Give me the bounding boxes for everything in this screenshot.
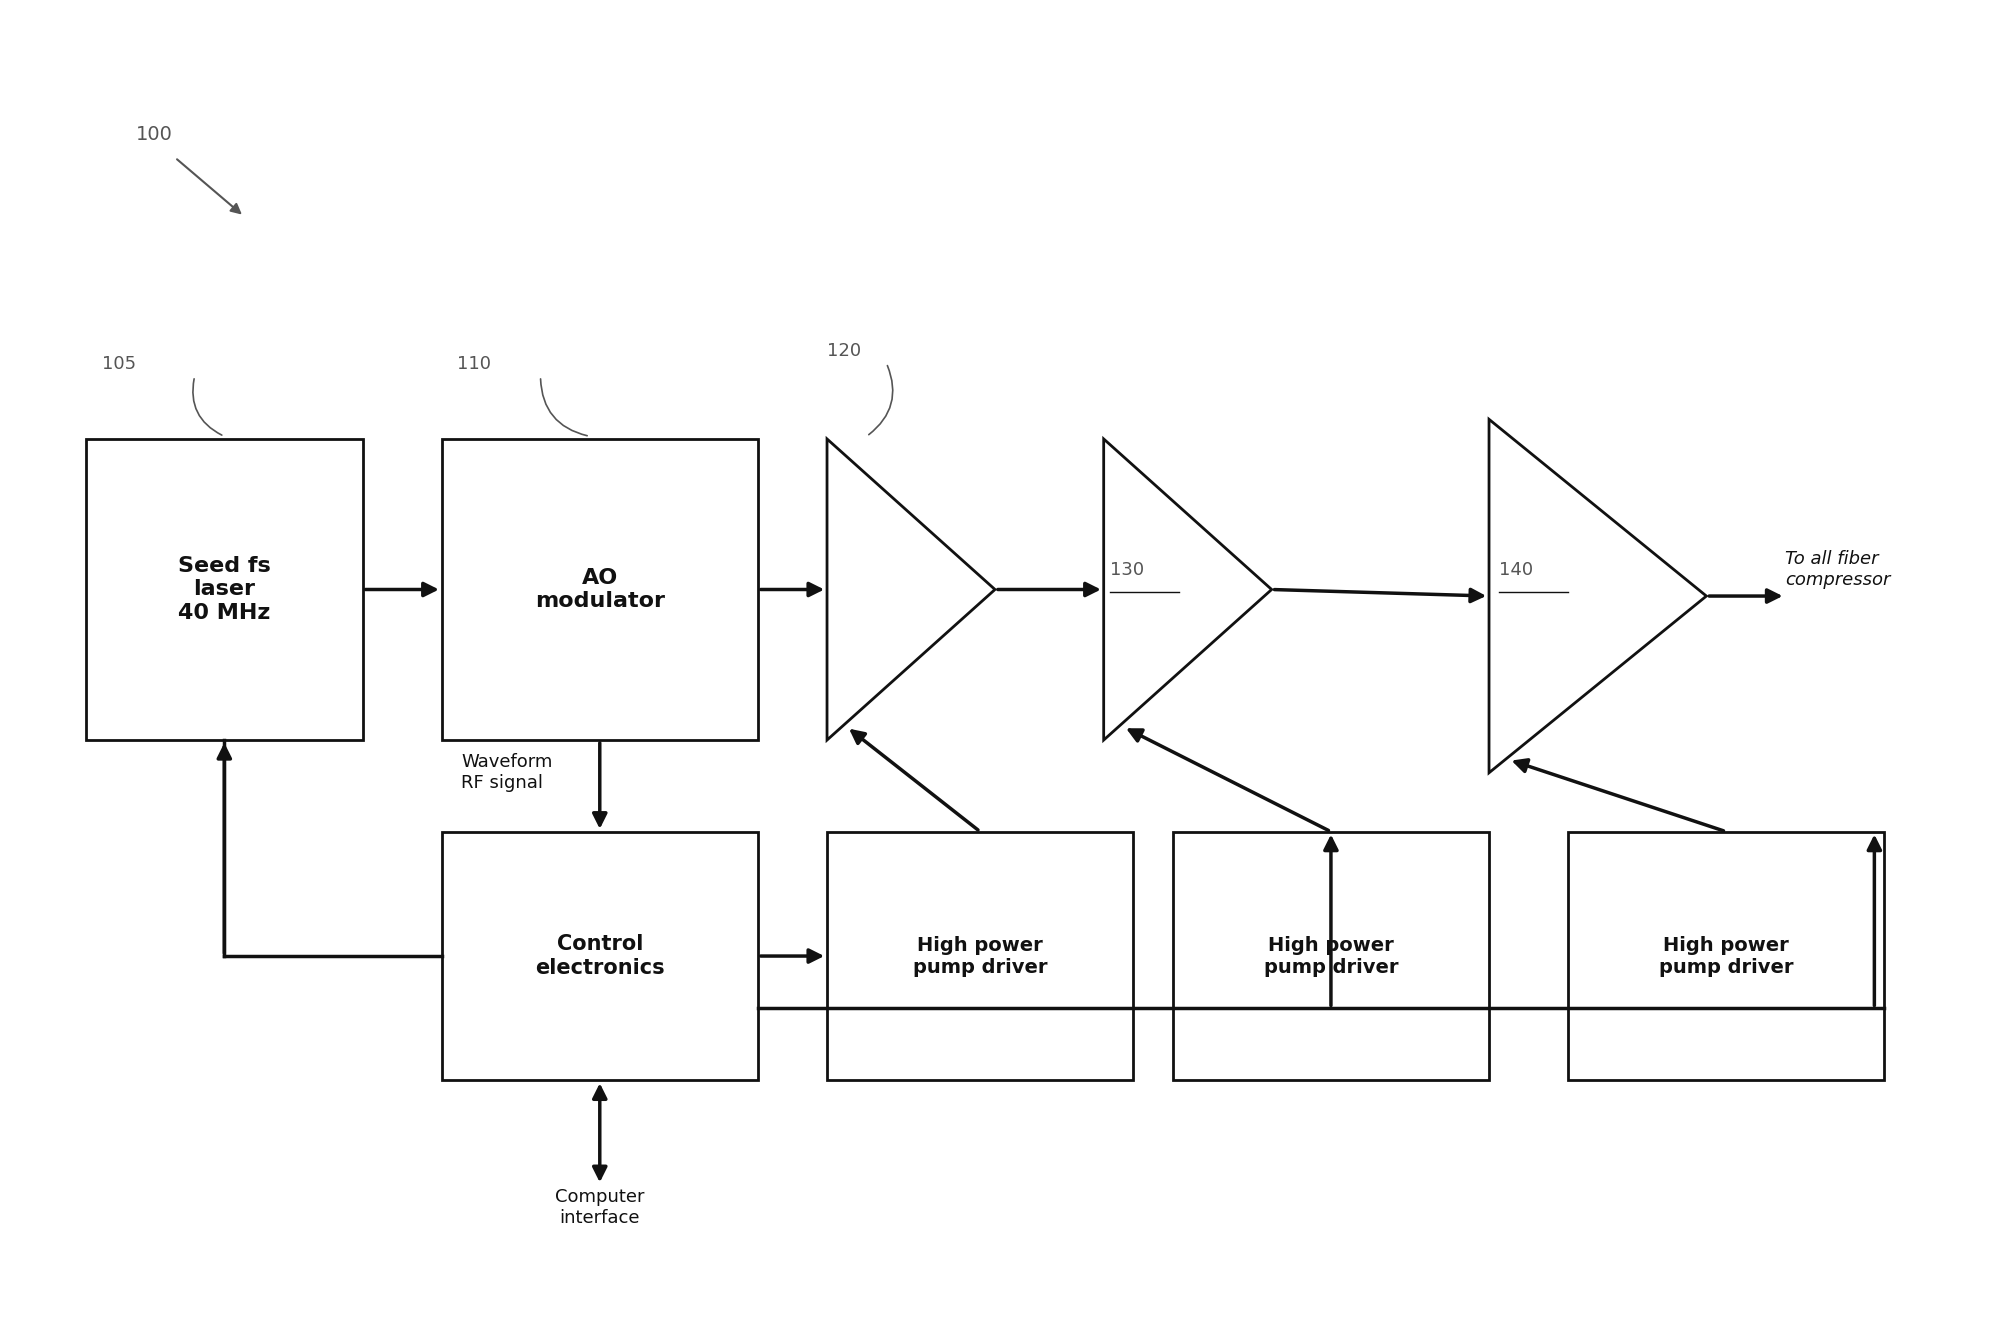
FancyBboxPatch shape: [1567, 832, 1884, 1081]
Text: 130: 130: [1110, 561, 1144, 579]
Text: 140: 140: [1498, 561, 1532, 579]
FancyBboxPatch shape: [442, 832, 758, 1081]
Text: 105: 105: [101, 356, 135, 373]
FancyBboxPatch shape: [827, 832, 1134, 1081]
Polygon shape: [827, 439, 994, 740]
Text: High power
pump driver: High power pump driver: [913, 935, 1046, 976]
Text: High power
pump driver: High power pump driver: [1659, 935, 1792, 976]
Polygon shape: [1104, 439, 1271, 740]
FancyBboxPatch shape: [1172, 832, 1488, 1081]
Text: Seed fs
laser
40 MHz: Seed fs laser 40 MHz: [177, 556, 271, 623]
Text: Waveform
RF signal: Waveform RF signal: [461, 753, 553, 792]
Polygon shape: [1488, 419, 1705, 773]
Text: AO
modulator: AO modulator: [535, 568, 664, 611]
FancyBboxPatch shape: [86, 439, 362, 740]
Text: 110: 110: [457, 356, 491, 373]
Text: Computer
interface: Computer interface: [555, 1188, 644, 1226]
Text: To all fiber
compressor: To all fiber compressor: [1784, 550, 1890, 589]
Text: Control
electronics: Control electronics: [535, 934, 664, 978]
Text: 100: 100: [135, 126, 173, 144]
Text: 120: 120: [827, 343, 861, 360]
Text: High power
pump driver: High power pump driver: [1263, 935, 1398, 976]
FancyBboxPatch shape: [442, 439, 758, 740]
